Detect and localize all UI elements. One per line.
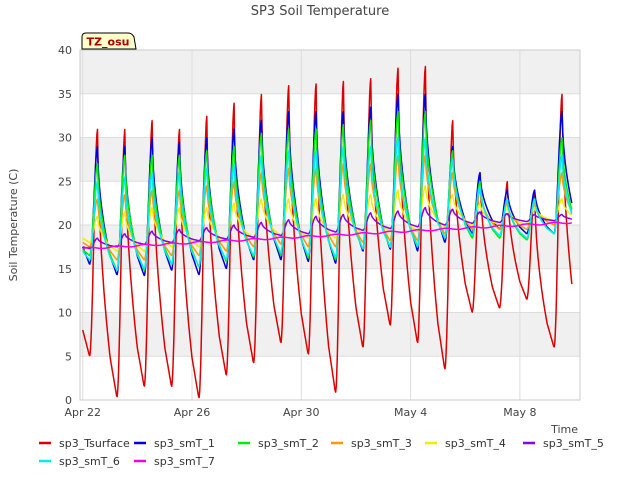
legend-label-sp3_smT_7: sp3_smT_7 bbox=[154, 455, 215, 468]
x-tick-label: May 8 bbox=[503, 406, 536, 419]
x-tick-label: Apr 22 bbox=[64, 406, 101, 419]
plot-frame bbox=[79, 49, 581, 401]
y-tick-label: 10 bbox=[58, 307, 72, 320]
series-lines bbox=[81, 65, 573, 399]
y-tick-label: 35 bbox=[58, 88, 72, 101]
badge-box bbox=[81, 32, 137, 50]
legend-label-sp3_smT_6: sp3_smT_6 bbox=[59, 455, 120, 468]
legend-label-sp3_smT_5: sp3_smT_5 bbox=[543, 437, 604, 450]
y-axis-ticks: 0 5 10 15 20 25 30 35 40 bbox=[58, 44, 72, 407]
x-tick-label: Apr 30 bbox=[283, 406, 320, 419]
legend-label-sp3_Tsurface: sp3_Tsurface bbox=[59, 437, 130, 450]
y-tick-label: 15 bbox=[58, 263, 72, 276]
legend-label-sp3_smT_2: sp3_smT_2 bbox=[258, 437, 319, 450]
station-badge: TZ_osu bbox=[81, 32, 137, 50]
series-line-sp3_Tsurface bbox=[81, 65, 573, 399]
y-tick-label: 40 bbox=[58, 44, 72, 57]
plot-background-bands bbox=[80, 50, 580, 357]
y-tick-label: 20 bbox=[58, 219, 72, 232]
x-tick-label: May 4 bbox=[394, 406, 427, 419]
y-tick-label: 5 bbox=[65, 350, 72, 363]
y-tick-label: 30 bbox=[58, 132, 72, 145]
legend-label-sp3_smT_3: sp3_smT_3 bbox=[351, 437, 412, 450]
y-tick-label: 25 bbox=[58, 175, 72, 188]
y-tick-label: 0 bbox=[65, 394, 72, 407]
y-axis-label: Soil Temperature (C) bbox=[7, 169, 20, 282]
legend-label-sp3_smT_4: sp3_smT_4 bbox=[445, 437, 506, 450]
x-tick-label: Apr 26 bbox=[174, 406, 211, 419]
background-band bbox=[80, 137, 580, 182]
legend: sp3_Tsurface sp3_smT_1 sp3_smT_2 sp3_smT_3 s… bbox=[39, 437, 604, 468]
x-axis-ticks: Apr 22 Apr 26 Apr 30 May 4 May 8 bbox=[64, 406, 536, 419]
background-band bbox=[80, 312, 580, 357]
legend-label-sp3_smT_1: sp3_smT_1 bbox=[154, 437, 215, 450]
series-line-sp3_smT_7 bbox=[82, 221, 573, 250]
background-band bbox=[80, 50, 580, 94]
chart-title: SP3 Soil Temperature bbox=[251, 4, 389, 19]
x-axis-label: Time bbox=[550, 423, 578, 436]
badge-label: TZ_osu bbox=[87, 36, 130, 49]
series-line-sp3_smT_5 bbox=[82, 206, 573, 250]
